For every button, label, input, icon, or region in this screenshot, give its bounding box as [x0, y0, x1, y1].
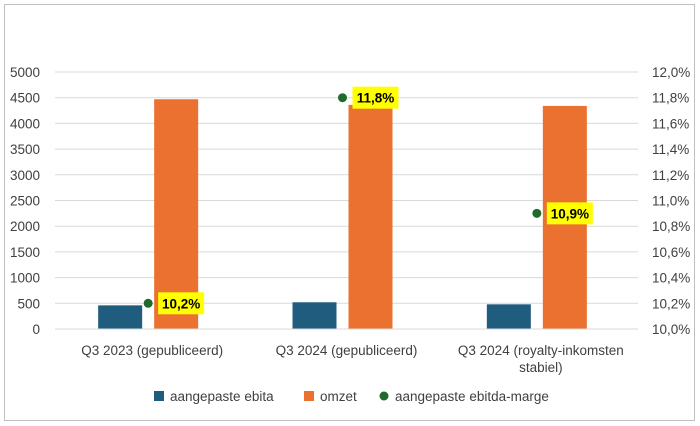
y-right-tick-label: 10,2% — [652, 296, 690, 311]
x-category-label: Q3 2024 (royalty-inkomsten — [458, 343, 624, 358]
margin-point — [143, 298, 153, 308]
bar-aangepaste-ebita — [292, 302, 337, 329]
y-right-tick-label: 11,4% — [652, 142, 689, 157]
legend-swatch — [154, 391, 164, 401]
y-right-tick-label: 11,6% — [652, 116, 689, 131]
legend-swatch — [379, 391, 389, 401]
y-left-tick-label: 500 — [17, 296, 40, 311]
data-label-background — [352, 86, 399, 109]
y-right-tick-label: 10,0% — [652, 322, 690, 337]
y-left-tick-label: 0 — [32, 322, 40, 337]
data-label-background — [158, 292, 205, 315]
y-left-tick-label: 1500 — [10, 245, 40, 260]
legend-swatch — [304, 391, 314, 401]
y-left-tick-label: 5000 — [10, 65, 40, 80]
y-right-tick-label: 12,0% — [652, 65, 690, 80]
y-left-tick-label: 2000 — [10, 219, 40, 234]
legend-label: omzet — [320, 389, 357, 404]
y-right-tick-label: 10,4% — [652, 271, 690, 286]
y-left-tick-label: 1000 — [10, 271, 40, 286]
y-right-tick-label: 11,0% — [652, 194, 689, 209]
y-right-tick-label: 10,6% — [652, 245, 690, 260]
y-left-tick-label: 3000 — [10, 168, 40, 183]
legend-label: aangepaste ebitda-marge — [395, 389, 549, 404]
y-left-tick-label: 4000 — [10, 116, 40, 131]
x-category-label: Q3 2023 (gepubliceerd) — [81, 343, 223, 358]
bar-aangepaste-ebita — [98, 305, 143, 329]
x-category-label: stabiel) — [519, 360, 563, 375]
data-label-background — [546, 202, 593, 225]
margin-point — [338, 93, 347, 103]
bar-omzet — [348, 104, 393, 329]
legend-label: aangepaste ebita — [170, 389, 274, 404]
y-right-tick-label: 11,8% — [652, 91, 689, 106]
data-label: 10,2% — [162, 296, 200, 311]
data-label: 10,9% — [551, 206, 589, 221]
y-left-tick-label: 2500 — [10, 194, 40, 209]
margin-point — [532, 208, 542, 218]
data-label: 11,8% — [357, 91, 395, 106]
y-right-tick-label: 10,8% — [652, 219, 690, 234]
y-left-tick-label: 3500 — [10, 142, 40, 157]
y-right-tick-label: 11,2% — [652, 168, 689, 183]
bar-omzet — [154, 99, 199, 329]
x-category-label: Q3 2024 (gepubliceerd) — [276, 343, 418, 358]
y-left-tick-label: 4500 — [10, 91, 40, 106]
bar-aangepaste-ebita — [486, 304, 531, 329]
